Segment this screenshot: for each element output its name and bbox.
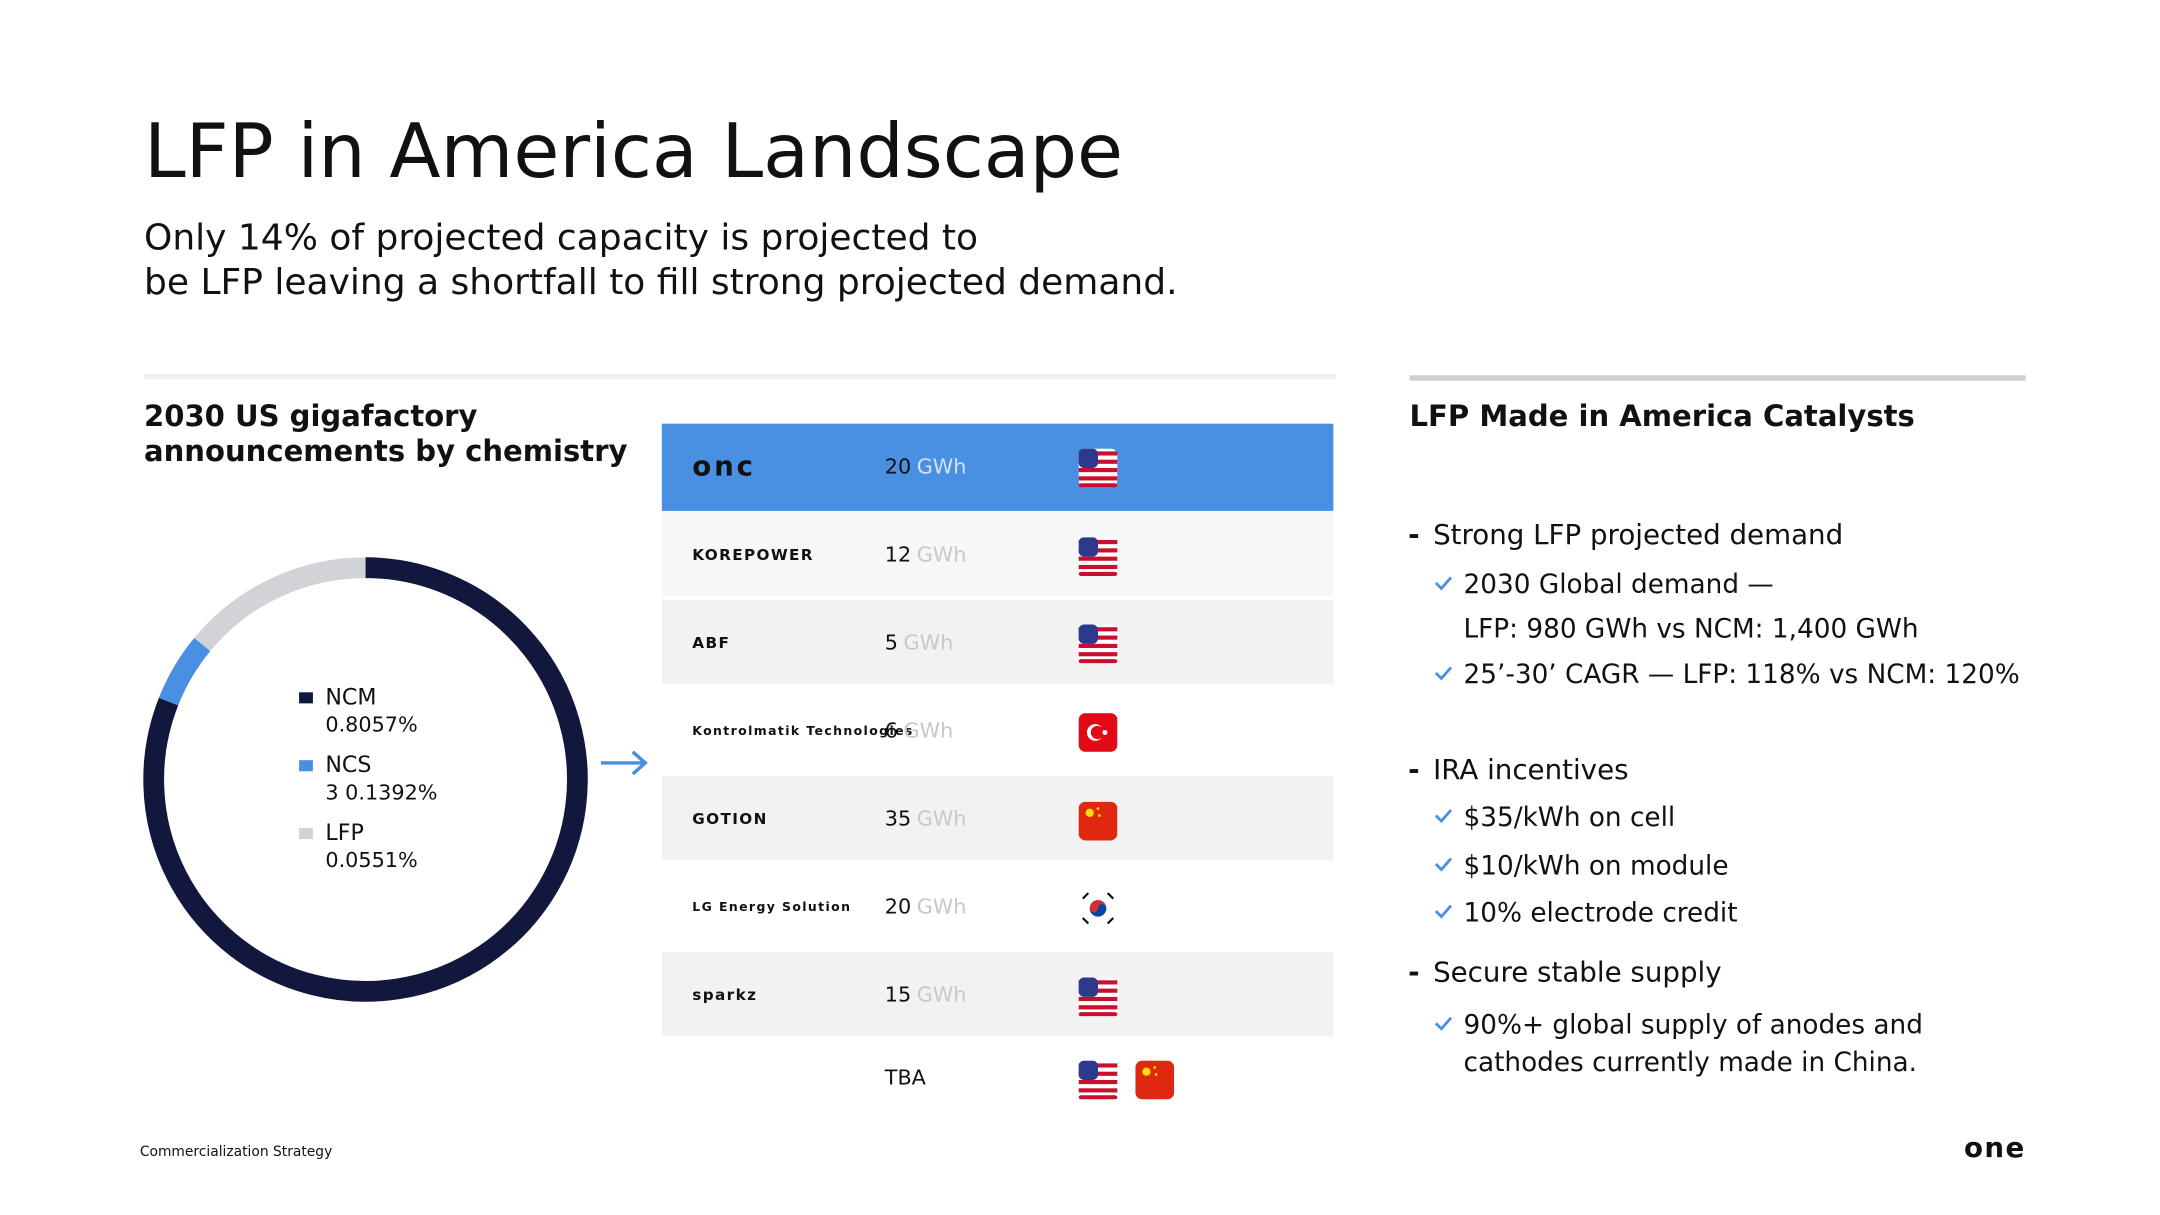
catalysts-title: LFP Made in America Catalysts (1410, 399, 1915, 433)
legend-note: 0.8057% (325, 713, 417, 737)
subtitle: be LFP leaving a shortfall to fill stron… (144, 262, 1178, 303)
chart-title: announcements by chemistry (144, 434, 628, 468)
capacity-unit: GWh (917, 542, 967, 566)
check (1434, 904, 1453, 919)
dash: - (1408, 753, 1420, 786)
section-heading: Strong LFP projected demand (1433, 518, 1843, 551)
item-text: $10/kWh on module (1464, 851, 1729, 881)
capacity-value: 35 (885, 807, 911, 831)
company-logo: KOREPOWER (692, 546, 814, 564)
donut-segment (143, 557, 588, 1002)
company-logo: GOTION (692, 810, 767, 828)
table-row (661, 423, 1334, 511)
item-text: LFP: 980 GWh vs NCM: 1,400 GWh (1464, 615, 1919, 645)
chart-title: 2030 US gigafactory (144, 399, 478, 433)
company-logo: sparkz (692, 986, 757, 1004)
section-heading: IRA incentives (1433, 753, 1628, 786)
item-text: 10% electrode credit (1464, 898, 1738, 928)
company-logo: Kontrolmatik Technologies (692, 723, 913, 738)
capacity-value: 5 (885, 630, 898, 654)
capacity: 5 GWh (885, 630, 953, 654)
company-logo: onc (692, 449, 755, 482)
check (1434, 809, 1453, 824)
capacity-value: 15 (885, 983, 911, 1007)
arrow (600, 750, 648, 776)
item-text: $35/kWh on cell (1464, 803, 1676, 833)
item-text: cathodes currently made in China. (1464, 1048, 1917, 1078)
capacity-unit: GWh (917, 895, 967, 919)
title: LFP in America Landscape (144, 108, 1123, 195)
item-text: 25’-30’ CAGR — LFP: 118% vs NCM: 120% (1464, 660, 2020, 690)
capacity-unit: GWh (904, 630, 954, 654)
legend-marker (299, 760, 313, 772)
legend-label: NCS (325, 752, 371, 778)
capacity-value: 12 (885, 542, 911, 566)
capacity: 6 GWh (885, 718, 953, 742)
capacity: 15 GWh (885, 983, 967, 1007)
donut-segment (158, 637, 211, 706)
legend-label: LFP (325, 820, 363, 846)
footer: Commercialization Strategy (140, 1144, 332, 1160)
table-row (661, 775, 1334, 861)
table-row (661, 511, 1334, 597)
legend-marker (299, 828, 313, 840)
donut-segment (194, 557, 366, 652)
legend-note: 3 0.1392% (325, 780, 437, 804)
capacity-value: 20 (885, 895, 911, 919)
company-logo: LG Energy Solution (692, 899, 851, 914)
section-heading: Secure stable supply (1433, 955, 1722, 988)
capacity-value: 6 (885, 718, 898, 742)
capacity-unit: GWh (904, 718, 954, 742)
check (1434, 857, 1453, 872)
table-row (661, 599, 1334, 685)
legend-note: 0.0551% (325, 848, 417, 872)
subtitle: Only 14% of projected capacity is projec… (144, 218, 978, 259)
capacity: 20 GWh (885, 895, 967, 919)
legend-marker (299, 692, 313, 704)
item-text: 2030 Global demand — (1464, 570, 1774, 600)
table-row (661, 952, 1334, 1037)
capacity-value: 20 (885, 454, 911, 478)
table-row (661, 687, 1334, 773)
footer-logo: one (1964, 1131, 2026, 1164)
legend-label: NCM (325, 684, 376, 710)
capacity: 12 GWh (885, 542, 967, 566)
capacity-unit: GWh (917, 454, 967, 478)
check (1434, 1016, 1453, 1031)
company-logo: ABF (692, 634, 730, 652)
capacity-unit: GWh (917, 807, 967, 831)
capacity-value: TBA (884, 1066, 927, 1090)
check (1434, 576, 1453, 591)
capacity: 20 GWh (885, 454, 967, 478)
capacity: 35 GWh (885, 807, 967, 831)
table-row (661, 864, 1334, 949)
dash: - (1408, 518, 1420, 551)
item-text: 90%+ global supply of anodes and (1464, 1011, 1923, 1041)
capacity-unit: GWh (917, 983, 967, 1007)
capacity: TBA (884, 1066, 927, 1090)
check (1434, 666, 1453, 681)
dash: - (1408, 955, 1420, 988)
